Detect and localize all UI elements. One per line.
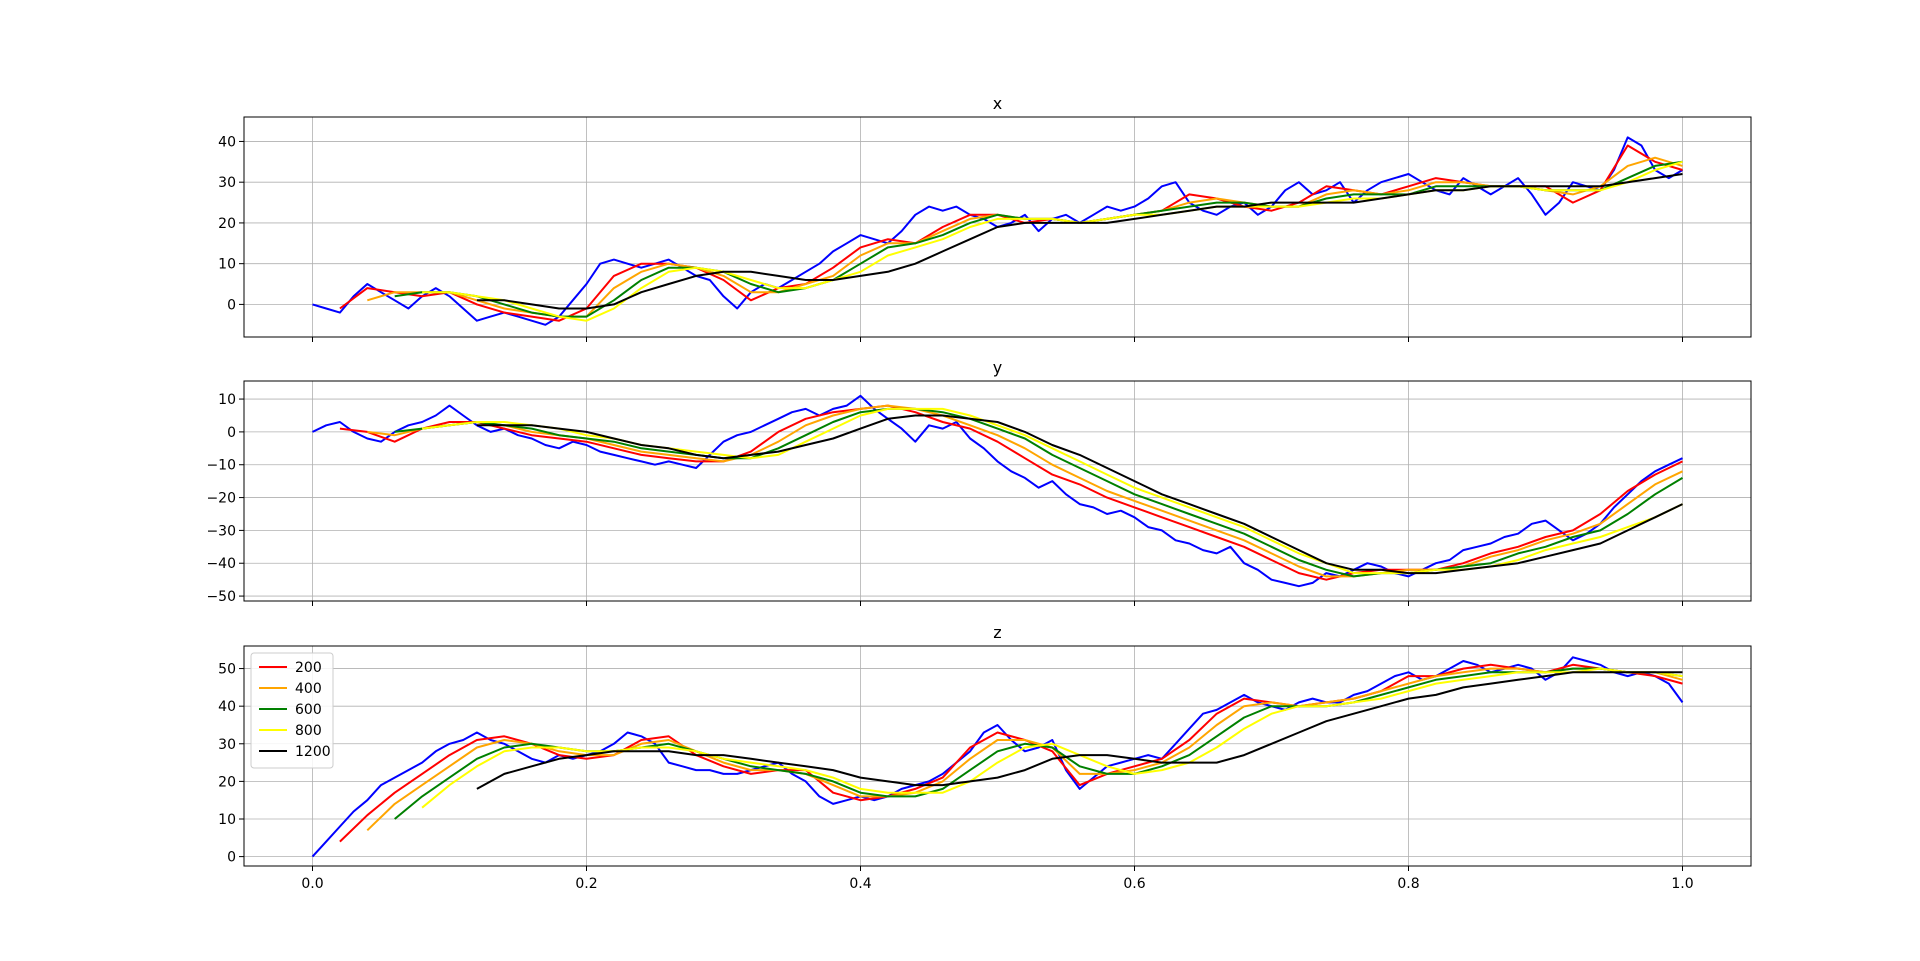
- grid: [244, 646, 1751, 866]
- subplot-title: z: [993, 623, 1001, 642]
- grid: [244, 381, 1751, 601]
- series-line-1200: [476, 671, 1683, 790]
- y-tick-label: 30: [218, 175, 236, 191]
- x-tick-label: 0.6: [1123, 876, 1145, 892]
- y-tick-label: 10: [218, 392, 236, 408]
- x-tick-label: 0.8: [1397, 876, 1419, 892]
- legend-label: 200: [295, 660, 322, 676]
- y-tick-label: 0: [227, 850, 236, 866]
- subplot-title: y: [993, 358, 1002, 377]
- y-tick-label: −20: [206, 491, 236, 507]
- subplot-z: z 0.0 0.2 0.4 0.6 0.8 1.0 0 10 20 30 40 50 200 400 60…: [218, 623, 1752, 892]
- subplot-x: x 0 10 20 30 40: [218, 94, 1752, 342]
- subplot-y: y 10 0 −10 −20 −30 −40 −50: [206, 358, 1752, 606]
- legend-label: 600: [295, 702, 322, 718]
- grid: [244, 117, 1751, 337]
- series-line-1200: [476, 173, 1683, 310]
- axes-frame: [243, 380, 1752, 602]
- legend-label: 1200: [295, 744, 331, 760]
- y-tick-label: 30: [218, 737, 236, 753]
- y-tick-label: 40: [218, 134, 236, 150]
- subplot-title: x: [993, 94, 1002, 113]
- series-line-raw: [312, 394, 1683, 588]
- legend-box: [250, 652, 334, 769]
- y-tick-label: −30: [206, 523, 236, 539]
- series-group: [312, 136, 1684, 326]
- y-tick-label: 10: [218, 812, 236, 828]
- x-tick-label: 0.0: [301, 876, 323, 892]
- series-line-800: [421, 667, 1683, 809]
- series-line-raw: [311, 656, 1684, 858]
- y-tick-label: 50: [218, 662, 236, 678]
- y-tick-label: −40: [206, 556, 236, 572]
- y-tick-label: −10: [206, 458, 236, 474]
- axes-frame: [243, 645, 1752, 867]
- y-tick-label: −50: [206, 589, 236, 605]
- legend: 200 400 600 800 1200: [250, 652, 334, 769]
- legend-label: 400: [295, 681, 322, 697]
- series-group: [312, 394, 1684, 588]
- y-tick-label: 40: [218, 699, 236, 715]
- y-tick-label: 0: [227, 297, 236, 313]
- series-line-1200: [476, 414, 1683, 575]
- series-group: [311, 656, 1684, 858]
- y-tick-label: 0: [227, 425, 236, 441]
- series-line-600: [394, 407, 1684, 578]
- x-tick-label: 0.2: [575, 876, 597, 892]
- x-tick-label: 1.0: [1671, 876, 1693, 892]
- y-tick-label: 20: [218, 216, 236, 232]
- y-tick-label: 10: [218, 257, 236, 273]
- y-tick-label: 20: [218, 774, 236, 790]
- legend-label: 800: [295, 723, 322, 739]
- series-line-200: [339, 404, 1683, 581]
- ticks: 0 10 20 30 40: [218, 134, 1683, 342]
- ticks: 0.0 0.2 0.4 0.6 0.8 1.0 0 10 20 30 40 50: [218, 662, 1693, 892]
- axes-frame: [243, 116, 1752, 338]
- ticks: 10 0 −10 −20 −30 −40 −50: [206, 392, 1683, 606]
- series-line-200: [339, 663, 1683, 843]
- x-tick-label: 0.4: [849, 876, 871, 892]
